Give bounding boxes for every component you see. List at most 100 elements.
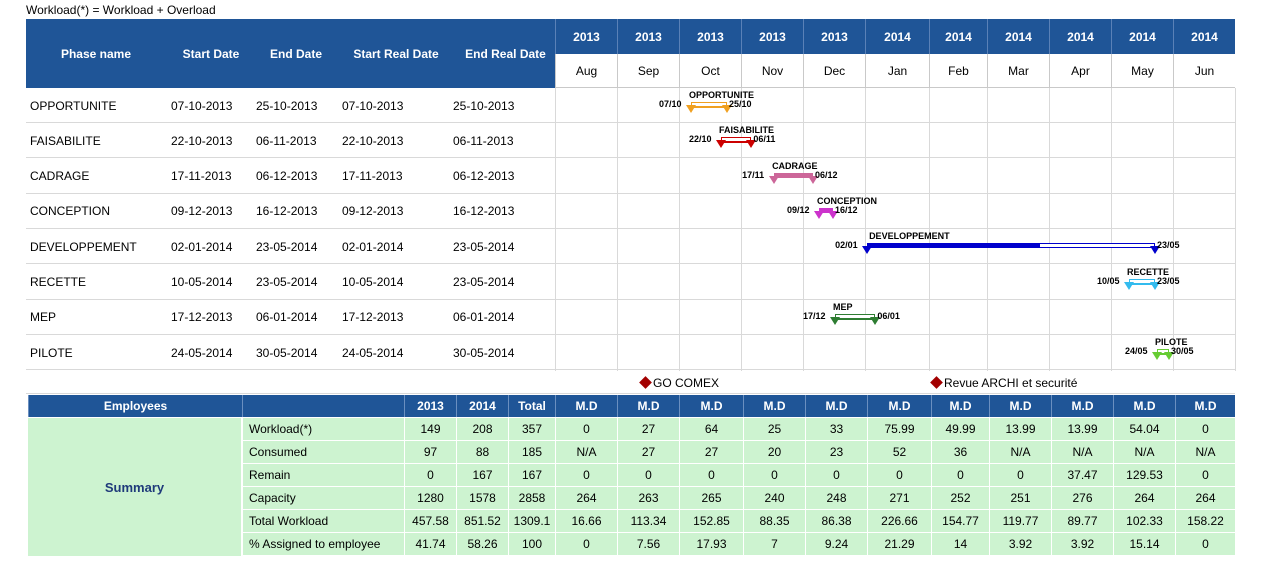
summary-column-header: 2013 xyxy=(404,395,456,417)
summary-cell: N/A xyxy=(1175,441,1235,464)
summary-cell: 100 xyxy=(508,533,555,556)
summary-cell: 58.26 xyxy=(456,533,508,556)
summary-column-header: M.D xyxy=(1175,395,1235,417)
summary-cell: 158.22 xyxy=(1175,510,1235,533)
summary-cell: 1578 xyxy=(456,487,508,510)
phase-start-date: 09-12-2013 xyxy=(171,204,233,219)
summary-cell: 167 xyxy=(456,464,508,487)
phase-real-end-date: 23-05-2014 xyxy=(453,239,515,254)
gantt-end-label: 16/12 xyxy=(835,204,858,215)
milestone-row: GO COMEX Revue ARCHI et securité xyxy=(26,372,1235,394)
summary-cell: 20 xyxy=(743,441,805,464)
gantt-end-marker-icon xyxy=(746,140,757,149)
col-start-real-date[interactable]: Start Real Date xyxy=(353,46,439,61)
month-gridline xyxy=(555,88,556,371)
summary-cell: 276 xyxy=(1051,487,1113,510)
gantt-end-label: 06/12 xyxy=(815,169,838,180)
gantt-bar-title: CONCEPTION xyxy=(817,195,878,206)
summary-row-label: Remain xyxy=(242,464,404,487)
summary-cell: 1280 xyxy=(404,487,456,510)
phase-end-date: 23-05-2014 xyxy=(256,275,318,289)
phase-end-date: 06-12-2013 xyxy=(256,169,318,184)
timeline-year: 2013 xyxy=(679,19,741,54)
summary-cell: 263 xyxy=(617,487,679,510)
gantt-bar-title: FAISABILITE xyxy=(719,125,775,136)
timeline-month: Sep xyxy=(617,54,679,88)
gantt-bar[interactable] xyxy=(774,172,813,178)
summary-cell: 0 xyxy=(1175,418,1235,441)
summary-cell: 27 xyxy=(617,418,679,441)
phase-row[interactable]: CADRAGE 17-11-2013 06-12-2013 17-11-2013 06-… xyxy=(26,159,1235,194)
month-gridline xyxy=(679,88,680,371)
gantt-end-marker-icon xyxy=(1150,246,1160,255)
phase-start-date: 10-05-2014 xyxy=(171,275,233,289)
summary-cell: 457.58 xyxy=(404,510,456,533)
summary-cell: 0 xyxy=(555,418,617,441)
summary-cell: 0 xyxy=(1175,533,1235,556)
summary-cell: 252 xyxy=(931,487,989,510)
phase-row[interactable]: OPPORTUNITE 07-10-2013 25-10-2013 07-10-201… xyxy=(26,88,1235,123)
phase-row[interactable]: DEVELOPPEMENT 02-01-2014 23-05-2014 02-01-2… xyxy=(26,229,1235,265)
phase-row[interactable]: MEP 17-12-2013 06-01-2014 17-12-2013 06-01-2… xyxy=(26,300,1235,335)
gantt-start-marker-icon xyxy=(686,105,696,113)
summary-cell: 21.29 xyxy=(867,533,931,556)
summary-cell: 75.99 xyxy=(867,418,931,441)
gantt-bar-title: DEVELOPPEMENT xyxy=(869,231,950,242)
summary-cell: 129.53 xyxy=(1113,464,1175,487)
gantt-end-label: 06/11 xyxy=(753,134,776,145)
summary-cell: 264 xyxy=(1175,487,1235,510)
gantt-bar-underline xyxy=(691,106,727,108)
summary-cell: 251 xyxy=(989,487,1051,510)
summary-cell: 0 xyxy=(867,464,931,487)
timeline-month: Feb xyxy=(929,54,987,88)
month-gridline xyxy=(1235,88,1236,371)
summary-row-label: Consumed xyxy=(242,441,404,464)
summary-cell: 264 xyxy=(555,487,617,510)
gantt-end-marker-icon xyxy=(1164,352,1174,361)
gantt-start-marker-icon xyxy=(716,140,726,149)
timeline-year: 2014 xyxy=(987,19,1049,54)
milestone-revue-archi: Revue ARCHI et securité xyxy=(944,376,1078,390)
summary-cell: 88 xyxy=(456,441,508,464)
summary-cell: 27 xyxy=(617,441,679,464)
phase-row[interactable]: RECETTE 10-05-2014 23-05-2014 10-05-2014 23-… xyxy=(26,265,1235,300)
summary-cell: 0 xyxy=(743,464,805,487)
gantt-bar[interactable] xyxy=(819,207,833,213)
summary-cell: 7 xyxy=(743,533,805,556)
phase-end-date: 06-01-2014 xyxy=(256,310,318,325)
timeline-year: 2013 xyxy=(741,19,803,54)
gantt-end-marker-icon xyxy=(1150,281,1160,290)
phase-row[interactable]: CONCEPTION 09-12-2013 16-12-2013 09-12-2013… xyxy=(26,194,1235,229)
gantt-start-label: 24/05 xyxy=(1125,346,1148,357)
summary-row-label: Capacity xyxy=(242,487,404,510)
phase-row[interactable]: PILOTE 24-05-2014 30-05-2014 24-05-2014 30-0… xyxy=(26,335,1235,371)
summary-cell: 851.52 xyxy=(456,510,508,533)
phase-name: PILOTE xyxy=(30,345,73,360)
summary-cell: 152.85 xyxy=(679,510,743,533)
col-end-real-date[interactable]: End Real Date xyxy=(465,46,546,61)
timeline-year: 2014 xyxy=(1173,19,1235,54)
summary-cell: 0 xyxy=(617,464,679,487)
gantt-end-marker-icon xyxy=(828,210,838,219)
col-start-date[interactable]: Start Date xyxy=(182,46,240,61)
gantt-bar-title: PILOTE xyxy=(1155,337,1188,348)
phase-row[interactable]: FAISABILITE 22-10-2013 06-11-2013 22-10-201… xyxy=(26,123,1235,159)
summary-cell: 226.66 xyxy=(867,510,931,533)
col-end-date[interactable]: End Date xyxy=(269,46,322,61)
gantt-end-label: 06/01 xyxy=(877,310,900,321)
summary-cell: 15.14 xyxy=(1113,533,1175,556)
summary-column-header: 2014 xyxy=(456,395,508,417)
gantt-bar-title: OPPORTUNITE xyxy=(689,90,755,100)
summary-cell: 27 xyxy=(679,441,743,464)
summary-cell: N/A xyxy=(1113,441,1175,464)
col-phase-name[interactable]: Phase name xyxy=(60,46,132,61)
month-gridline xyxy=(617,88,618,371)
summary-column-header: M.D xyxy=(931,395,989,417)
metric-header xyxy=(242,395,404,417)
gantt-end-label: 23/05 xyxy=(1157,240,1180,251)
summary-cell: 17.93 xyxy=(679,533,743,556)
milestone-diamond-icon xyxy=(639,376,652,389)
gantt-start-marker-icon xyxy=(814,210,824,219)
summary-cell: 208 xyxy=(456,418,508,441)
timeline-year: 2014 xyxy=(1111,19,1173,54)
